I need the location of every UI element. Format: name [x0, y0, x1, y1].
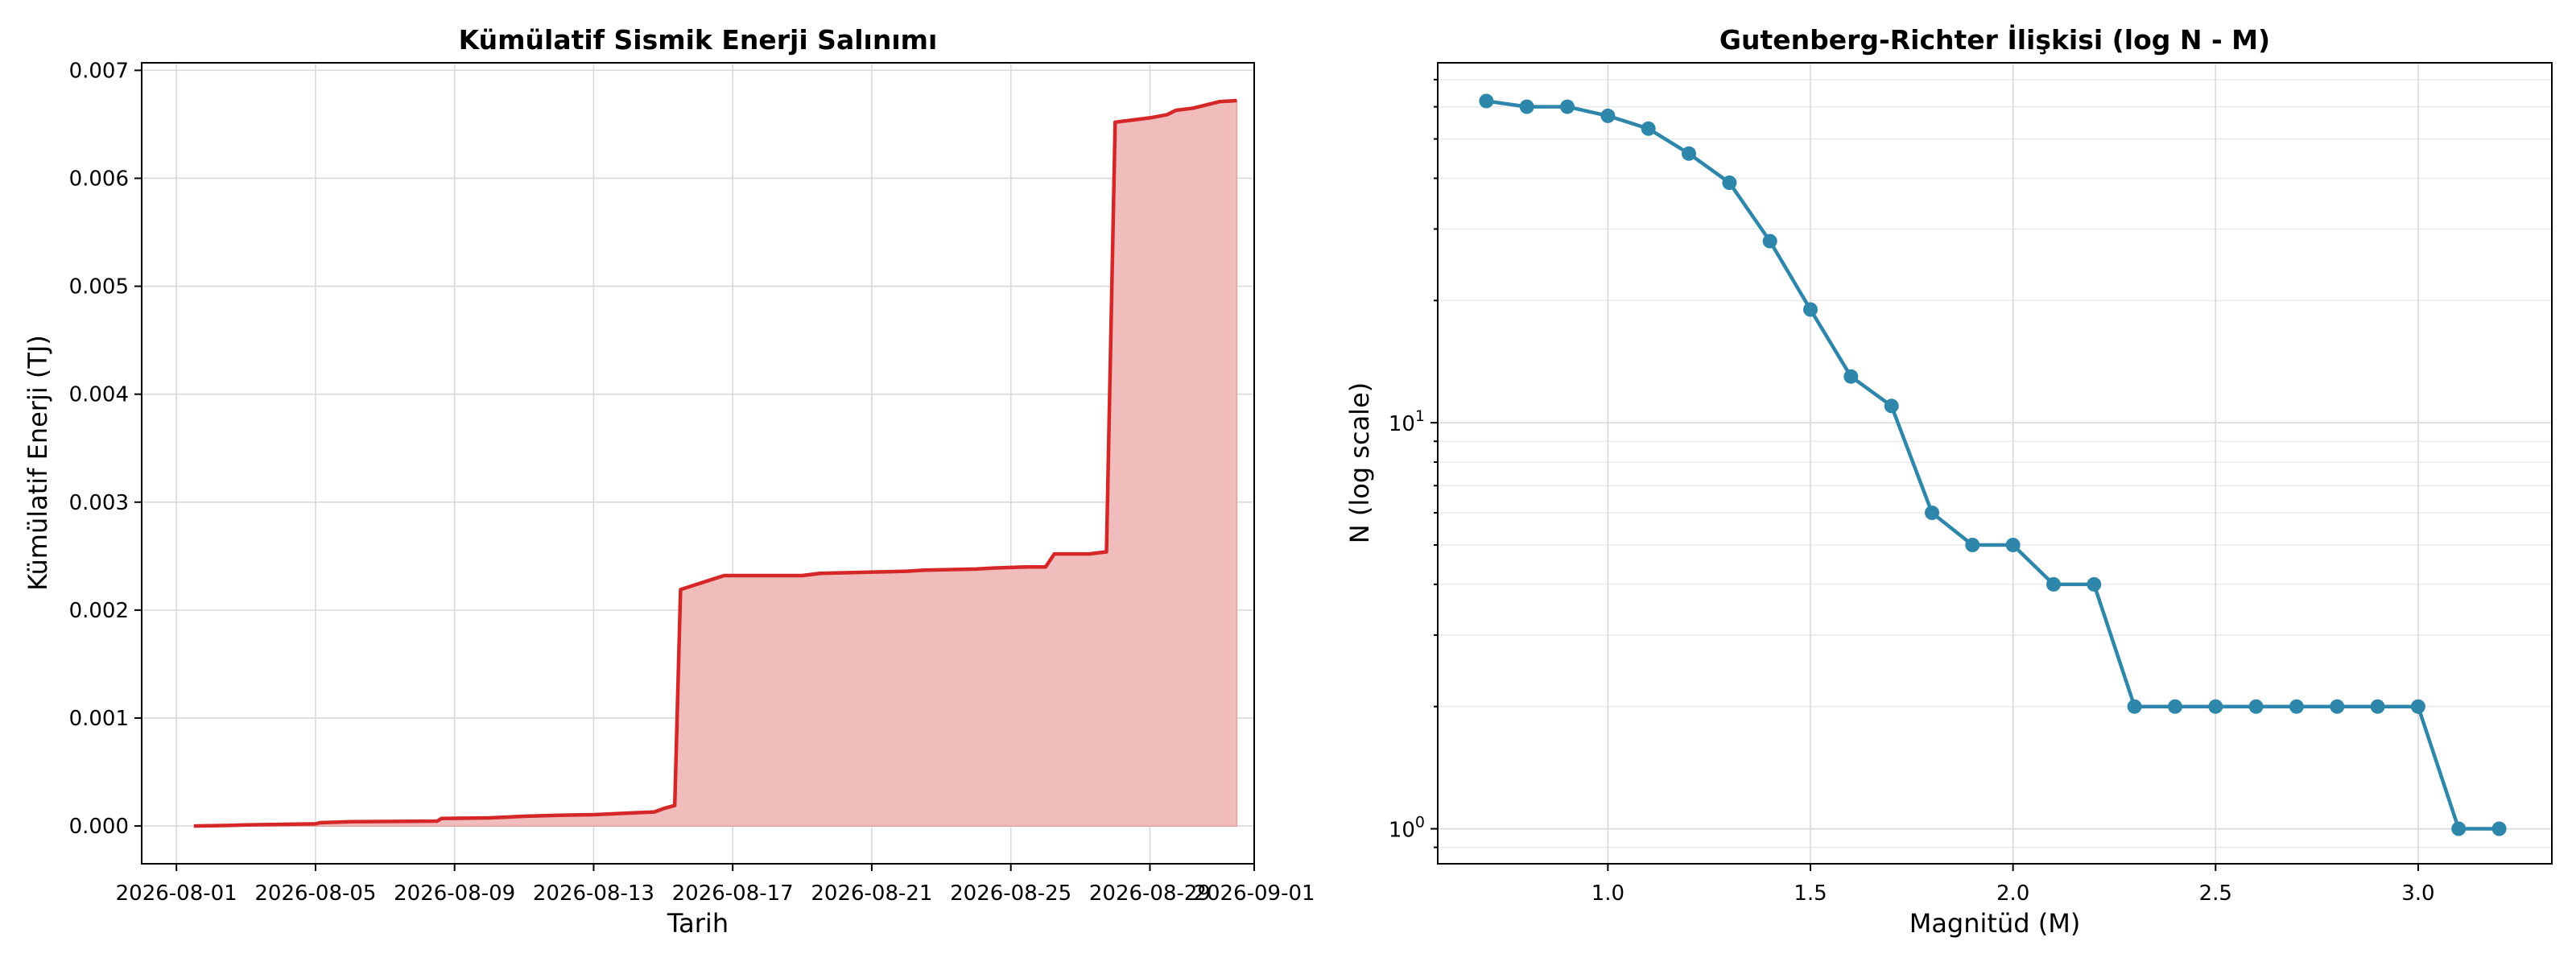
energy-y-tick-label: 0.005: [69, 275, 129, 299]
energy-y-tick-label: 0.007: [69, 59, 129, 83]
energy-y-tick-label: 0.000: [69, 815, 129, 839]
gr-chart-grid: [1438, 63, 2552, 864]
energy-chart-title: Kümülatif Sismik Enerji Salınımı: [459, 24, 938, 56]
energy-y-tick-label: 0.006: [69, 167, 129, 191]
gr-y-tick-label: 100: [1389, 814, 1425, 843]
gr-y-tick-exponent: 0: [1415, 814, 1425, 832]
gr-data-point: [2005, 538, 2021, 552]
gr-data-point: [1925, 506, 1939, 520]
gr-data-point: [2046, 576, 2061, 592]
energy-x-tick-label: 2026-08-05: [254, 881, 376, 906]
gr-data-point: [2370, 699, 2385, 714]
gr-chart-frame: [1437, 62, 2553, 865]
gr-data-point: [1600, 108, 1616, 123]
gr-data-point: [2289, 699, 2304, 714]
gr-data-point: [1965, 538, 1980, 552]
gr-x-tick-label: 2.5: [2199, 881, 2232, 906]
gr-data-point: [2127, 699, 2142, 714]
gr-x-tick-label: 1.0: [1591, 881, 1624, 906]
gr-points: [1479, 93, 2507, 836]
gr-x-ticks: 1.0 1.5 2.0 2.5 3.0: [1591, 864, 2435, 906]
gr-data-point: [2491, 821, 2507, 836]
gr-data-point: [1843, 369, 1859, 384]
gr-x-tick-label: 1.5: [1794, 881, 1827, 906]
gr-data-point: [1519, 99, 1534, 114]
energy-x-tick-label: 2026-08-29: [1089, 881, 1211, 906]
energy-x-tick-label: 2026-08-09: [394, 881, 515, 906]
gr-data-point: [1682, 146, 1696, 161]
energy-x-ticks: 2026-08-01 2026-08-05 2026-08-09 2026-08-13…: [116, 864, 1315, 906]
gr-line: [1486, 99, 2500, 831]
energy-x-tick-label: 2026-09-01: [1193, 881, 1315, 906]
energy-y-ticks: 0.000 0.001 0.002 0.003 0.004 0.005 0.006 0.007: [69, 59, 142, 839]
energy-y-tick-label: 0.003: [69, 491, 129, 515]
gr-x-tick-label: 2.0: [1996, 881, 2029, 906]
gr-data-point: [2330, 699, 2345, 714]
gr-data-point: [1762, 233, 1777, 249]
gr-y-axis-label: N (log scale): [1344, 382, 1375, 543]
energy-line: [193, 98, 1237, 828]
energy-y-tick-label: 0.001: [69, 707, 129, 731]
gr-data-point: [2087, 576, 2102, 592]
energy-y-tick-label: 0.002: [69, 599, 129, 623]
energy-chart-frame: [141, 62, 1255, 865]
gr-data-point: [1479, 93, 1494, 109]
gr-data-point: [2208, 699, 2223, 714]
gr-y-tick-base: 10: [1389, 819, 1415, 843]
gr-data-point: [2248, 699, 2264, 714]
gr-data-point: [2451, 821, 2467, 836]
gr-x-axis-label: Magnitüd (M): [1909, 908, 2081, 939]
gr-data-point: [1722, 175, 1737, 190]
energy-y-axis-label: Kümülatif Enerji (TJ): [23, 335, 53, 591]
gr-y-tick-base: 10: [1389, 412, 1415, 436]
gr-x-tick-label: 3.0: [2401, 881, 2434, 906]
gr-data-point: [1803, 302, 1818, 317]
gr-data-point: [2410, 699, 2425, 714]
gr-data-point: [1641, 121, 1656, 136]
gr-chart-title: Gutenberg-Richter İlişkisi (log N - M): [1719, 23, 2270, 56]
energy-chart: 2026-08-01 2026-08-05 2026-08-09 2026-08-13…: [23, 24, 1315, 939]
gr-data-point: [1560, 99, 1575, 114]
energy-x-axis-label: Tarih: [667, 908, 729, 939]
energy-x-tick-label: 2026-08-17: [672, 881, 794, 906]
gr-y-tick-label: 101: [1389, 407, 1425, 436]
energy-x-tick-label: 2026-08-21: [811, 881, 932, 906]
energy-x-tick-label: 2026-08-01: [116, 881, 237, 906]
gr-y-tick-exponent: 1: [1415, 407, 1425, 425]
energy-chart-grid: [142, 63, 1255, 864]
energy-y-tick-label: 0.004: [69, 383, 129, 407]
energy-x-tick-label: 2026-08-13: [533, 881, 654, 906]
energy-x-tick-label: 2026-08-25: [950, 881, 1071, 906]
energy-area-fill: [193, 100, 1238, 827]
gr-data-point: [1884, 398, 1899, 414]
gr-data-point: [2168, 699, 2182, 714]
